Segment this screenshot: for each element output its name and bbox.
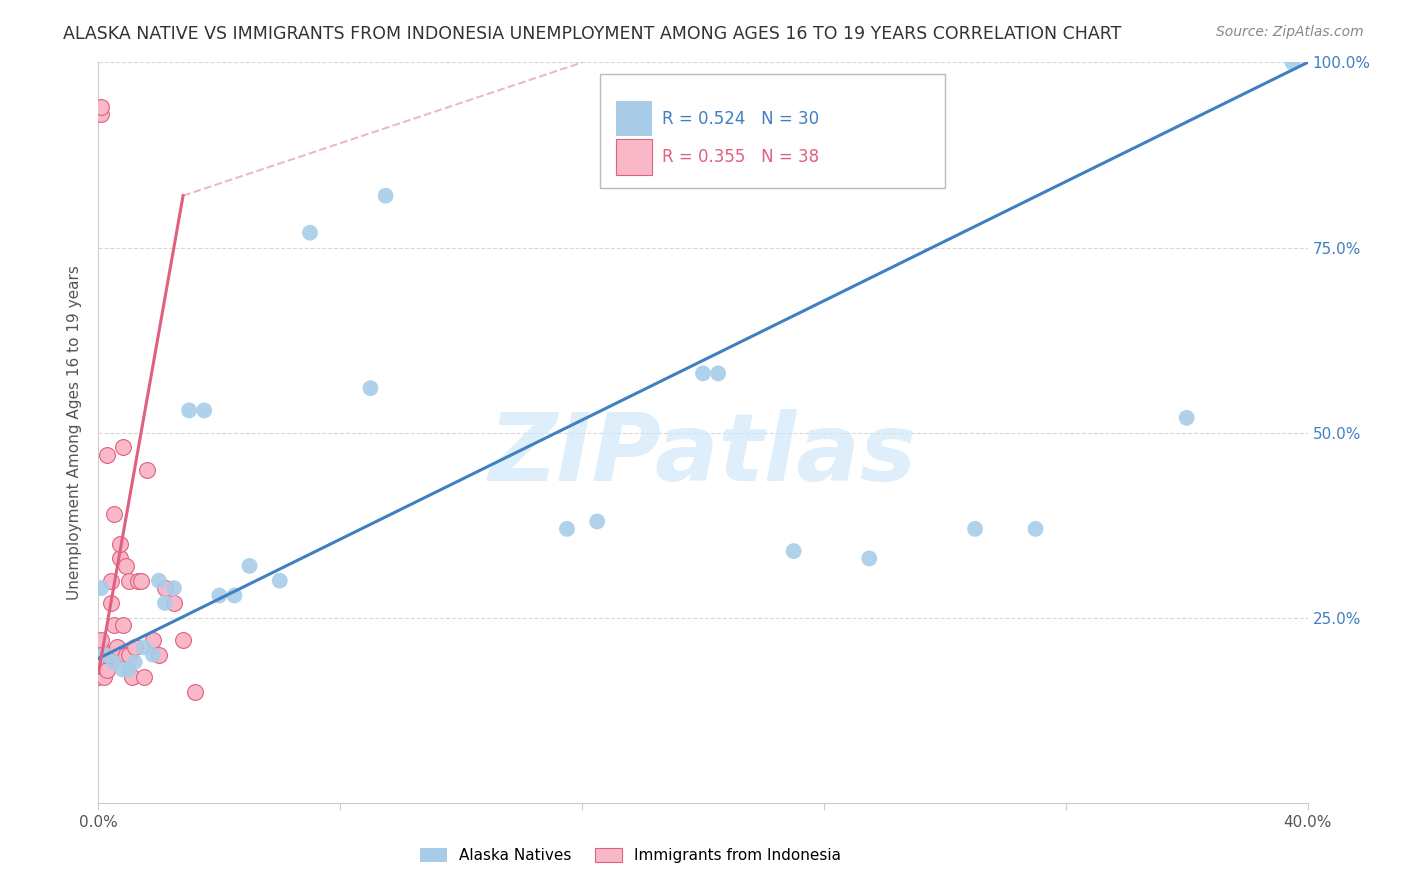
Point xyxy=(90,581,112,595)
Legend: Alaska Natives, Immigrants from Indonesia: Alaska Natives, Immigrants from Indonesi… xyxy=(413,841,848,869)
FancyBboxPatch shape xyxy=(616,139,652,175)
Point xyxy=(114,648,136,662)
Point xyxy=(118,648,141,662)
FancyBboxPatch shape xyxy=(616,101,652,136)
Point xyxy=(100,574,122,588)
Point xyxy=(148,574,170,588)
Point xyxy=(142,648,165,662)
Text: R = 0.524   N = 30: R = 0.524 N = 30 xyxy=(662,110,820,128)
Point xyxy=(193,403,215,417)
Point xyxy=(111,441,134,455)
Point xyxy=(103,618,125,632)
Point xyxy=(142,632,165,647)
Point xyxy=(135,462,157,476)
Point xyxy=(692,367,714,381)
Point xyxy=(1024,522,1046,536)
Text: ALASKA NATIVE VS IMMIGRANTS FROM INDONESIA UNEMPLOYMENT AMONG AGES 16 TO 19 YEAR: ALASKA NATIVE VS IMMIGRANTS FROM INDONES… xyxy=(63,25,1122,43)
Point xyxy=(858,551,880,566)
Point xyxy=(90,640,112,655)
Point xyxy=(111,618,134,632)
Point xyxy=(269,574,291,588)
Point xyxy=(93,648,115,662)
Point xyxy=(114,558,136,573)
Point xyxy=(179,403,201,417)
Point xyxy=(108,536,131,550)
Text: Source: ZipAtlas.com: Source: ZipAtlas.com xyxy=(1216,25,1364,39)
Point xyxy=(1175,410,1198,425)
Point xyxy=(93,655,115,669)
Point xyxy=(163,581,186,595)
Point xyxy=(90,107,112,121)
Point xyxy=(586,515,609,529)
Point xyxy=(208,589,231,603)
Point xyxy=(148,648,170,662)
Point xyxy=(172,632,194,647)
Point xyxy=(118,663,141,677)
Point xyxy=(90,648,112,662)
Point xyxy=(299,226,322,240)
Point xyxy=(132,640,155,655)
Point xyxy=(127,574,149,588)
Point xyxy=(360,381,382,395)
Point xyxy=(184,685,207,699)
Point xyxy=(90,100,112,114)
Point xyxy=(124,640,146,655)
Point xyxy=(129,574,152,588)
Point xyxy=(1281,55,1303,70)
Point xyxy=(965,522,987,536)
Point xyxy=(707,367,730,381)
Point xyxy=(96,448,118,462)
Point xyxy=(163,596,186,610)
Y-axis label: Unemployment Among Ages 16 to 19 years: Unemployment Among Ages 16 to 19 years xyxy=(67,265,83,600)
Point xyxy=(103,655,125,669)
Point xyxy=(96,663,118,677)
Point xyxy=(783,544,806,558)
Point xyxy=(153,581,176,595)
Text: ZIPatlas: ZIPatlas xyxy=(489,409,917,500)
Point xyxy=(108,551,131,566)
Point xyxy=(105,648,128,662)
Point xyxy=(111,663,134,677)
FancyBboxPatch shape xyxy=(600,73,945,188)
Point xyxy=(103,507,125,521)
Text: R = 0.355   N = 38: R = 0.355 N = 38 xyxy=(662,148,820,166)
Point xyxy=(224,589,246,603)
Point xyxy=(121,670,143,684)
Point xyxy=(132,670,155,684)
Point xyxy=(374,188,396,202)
Point xyxy=(118,574,141,588)
Point xyxy=(87,670,110,684)
Point xyxy=(239,558,262,573)
Point xyxy=(555,522,578,536)
Point xyxy=(153,596,176,610)
Point xyxy=(105,640,128,655)
Point xyxy=(124,655,146,669)
Point xyxy=(100,596,122,610)
Point xyxy=(93,670,115,684)
Point xyxy=(90,632,112,647)
Point xyxy=(87,663,110,677)
Point xyxy=(96,648,118,662)
